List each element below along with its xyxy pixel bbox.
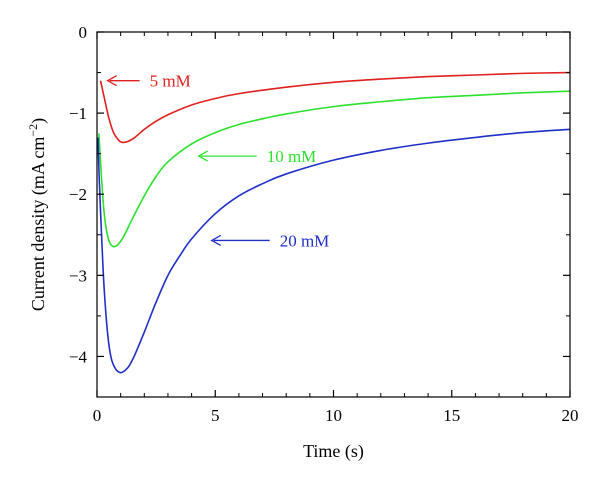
x-tick-label: 0 bbox=[93, 406, 102, 425]
annotation-label-1: 5 mM bbox=[150, 72, 191, 91]
annotation-label-2: 10 mM bbox=[267, 147, 317, 166]
y-axis-title-exponent: −2 bbox=[26, 124, 40, 137]
y-tick-label: −2 bbox=[69, 185, 87, 204]
y-tick-label: −1 bbox=[69, 104, 87, 123]
y-axis-title: Current density (mA cm−2) bbox=[26, 118, 49, 311]
y-axis-title-text: Current density (mA cm bbox=[28, 137, 49, 311]
series-line-2 bbox=[98, 90, 571, 248]
annotation-arrowhead-1 bbox=[106, 75, 117, 87]
x-tick-label: 20 bbox=[562, 406, 579, 425]
axis-ticks bbox=[96, 31, 571, 397]
annotation-arrowhead-3 bbox=[210, 234, 222, 247]
series-line-1 bbox=[99, 71, 571, 144]
series-line-3 bbox=[97, 128, 571, 374]
y-tick-label: 0 bbox=[79, 23, 88, 42]
y-tick-label: −3 bbox=[69, 266, 87, 285]
y-axis-title-close: ) bbox=[28, 118, 49, 124]
x-axis-title: Time (s) bbox=[303, 441, 364, 462]
y-tick-label: −4 bbox=[69, 347, 88, 366]
annotation-label-3: 20 mM bbox=[280, 231, 330, 250]
x-tick-label: 10 bbox=[325, 406, 342, 425]
annotation-arrowhead-2 bbox=[197, 150, 209, 162]
plot-marks: 5 mM 10 mM 20 mM bbox=[97, 71, 571, 374]
tick-labels: 0 5 10 15 20 0 −1 −2 −3 −4 bbox=[69, 23, 579, 425]
x-tick-label: 5 bbox=[211, 406, 220, 425]
x-tick-label: 15 bbox=[443, 406, 460, 425]
